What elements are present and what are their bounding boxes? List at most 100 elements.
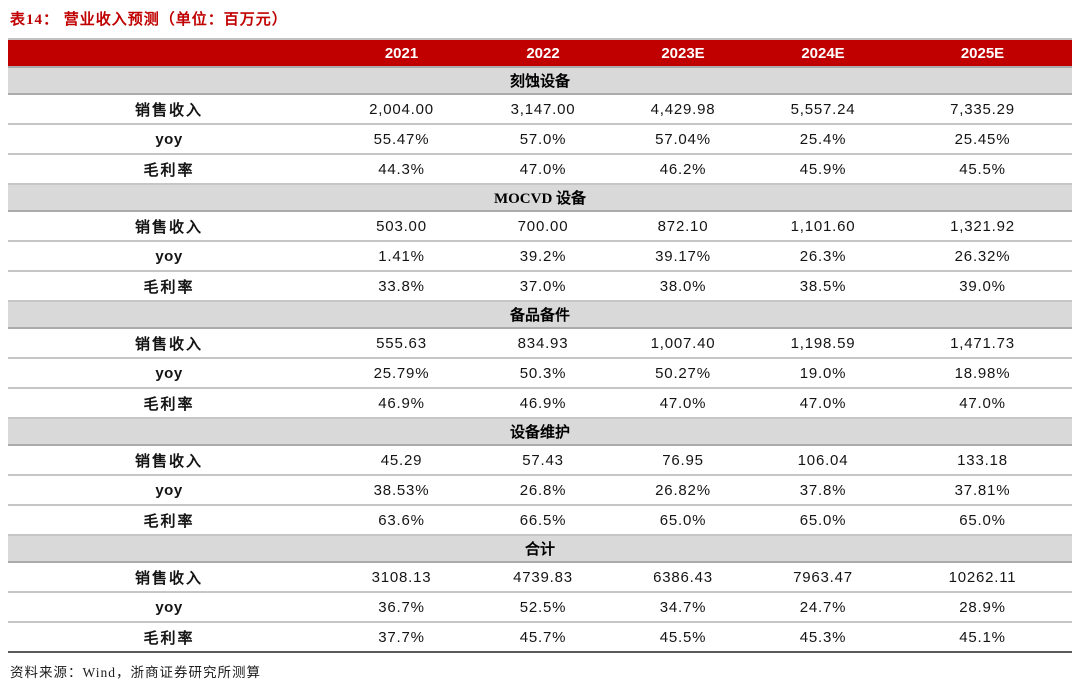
value-cell: 4,429.98: [613, 94, 753, 125]
column-header-2023E: 2023E: [661, 44, 705, 62]
row-label: 销售收入: [8, 445, 330, 476]
table-row: 毛利率 46.9% 46.9% 47.0% 47.0% 47.0%: [8, 388, 1072, 419]
value-cell: 38.0%: [613, 271, 753, 302]
value-cell: 1,321.92: [893, 211, 1072, 242]
value-cell: 65.0%: [753, 505, 893, 536]
section-row: 刻蚀设备: [8, 66, 1072, 95]
value-cell: 45.3%: [753, 622, 893, 653]
column-header-2022: 2022: [526, 44, 560, 62]
table-title: 表14： 营业收入预测（单位：百万元）: [10, 12, 288, 28]
value-cell: 76.95: [613, 445, 753, 476]
value-cell: 872.10: [613, 211, 753, 242]
table-row: 销售收入 2,004.00 3,147.00 4,429.98 5,557.24 7,33…: [8, 94, 1072, 125]
table-row: 销售收入 555.63 834.93 1,007.40 1,198.59 1,471.73: [8, 328, 1072, 359]
value-cell: 25.79%: [330, 358, 473, 389]
value-cell: 700.00: [473, 211, 613, 242]
value-cell: 26.8%: [473, 475, 613, 506]
column-header-2021: 2021: [384, 44, 419, 62]
row-label: 毛利率: [8, 271, 330, 302]
value-cell: 133.18: [893, 445, 1072, 476]
value-cell: 45.5%: [613, 622, 753, 653]
value-cell: 1,198.59: [753, 328, 893, 359]
value-cell: 36.7%: [330, 592, 473, 623]
value-cell: 26.32%: [893, 241, 1072, 272]
value-cell: 26.3%: [753, 241, 893, 272]
value-cell: 37.0%: [473, 271, 613, 302]
value-cell: 45.29: [330, 445, 473, 476]
value-cell: 1,471.73: [893, 328, 1072, 359]
table-row: yoy 25.79% 50.3% 50.27% 19.0% 18.98%: [8, 358, 1072, 389]
row-label: yoy: [8, 475, 330, 506]
value-cell: 45.5%: [893, 154, 1072, 185]
section-header-label: 设备维护: [8, 417, 1072, 446]
section-header-label: 备品备件: [8, 300, 1072, 329]
value-cell: 6386.43: [613, 562, 753, 593]
value-cell: 19.0%: [753, 358, 893, 389]
value-cell: 57.43: [473, 445, 613, 476]
row-label: 销售收入: [8, 94, 330, 125]
value-cell: 45.7%: [473, 622, 613, 653]
value-cell: 65.0%: [893, 505, 1072, 536]
row-label: 销售收入: [8, 562, 330, 593]
value-cell: 44.3%: [330, 154, 473, 185]
column-header-2024E: 2024E: [801, 44, 845, 62]
value-cell: 66.5%: [473, 505, 613, 536]
value-cell: 10262.11: [893, 562, 1072, 593]
value-cell: 37.8%: [753, 475, 893, 506]
value-cell: 24.7%: [753, 592, 893, 623]
value-cell: 50.3%: [473, 358, 613, 389]
value-cell: 33.8%: [330, 271, 473, 302]
value-cell: 18.98%: [893, 358, 1072, 389]
value-cell: 47.0%: [613, 388, 753, 419]
value-cell: 38.5%: [753, 271, 893, 302]
row-label: yoy: [8, 241, 330, 272]
section-header-label: 合计: [8, 534, 1072, 563]
section-header-label: 刻蚀设备: [8, 66, 1072, 95]
value-cell: 1,007.40: [613, 328, 753, 359]
value-cell: 46.9%: [473, 388, 613, 419]
table-row: 毛利率 63.6% 66.5% 65.0% 65.0% 65.0%: [8, 505, 1072, 536]
column-header-2025E: 2025E: [960, 44, 1005, 62]
row-label: 销售收入: [8, 328, 330, 359]
value-cell: 39.0%: [893, 271, 1072, 302]
section-row: MOCVD 设备: [8, 183, 1072, 212]
value-cell: 57.04%: [613, 124, 753, 155]
value-cell: 25.4%: [753, 124, 893, 155]
value-cell: 46.2%: [613, 154, 753, 185]
value-cell: 45.9%: [753, 154, 893, 185]
row-label: 毛利率: [8, 388, 330, 419]
value-cell: 37.81%: [893, 475, 1072, 506]
value-cell: 47.0%: [753, 388, 893, 419]
value-cell: 3,147.00: [473, 94, 613, 125]
value-cell: 57.0%: [473, 124, 613, 155]
value-cell: 39.17%: [613, 241, 753, 272]
value-cell: 1,101.60: [753, 211, 893, 242]
value-cell: 2,004.00: [330, 94, 473, 125]
row-label: yoy: [8, 358, 330, 389]
value-cell: 7963.47: [753, 562, 893, 593]
table-row: 毛利率 44.3% 47.0% 46.2% 45.9% 45.5%: [8, 154, 1072, 185]
table-row: yoy 1.41% 39.2% 39.17% 26.3% 26.32%: [8, 241, 1072, 272]
source-note: 资料来源：Wind，浙商证券研究所测算: [10, 665, 261, 680]
value-cell: 50.27%: [613, 358, 753, 389]
value-cell: 503.00: [330, 211, 473, 242]
table-row: 毛利率 33.8% 37.0% 38.0% 38.5% 39.0%: [8, 271, 1072, 302]
value-cell: 3108.13: [330, 562, 473, 593]
revenue-forecast-table: 2021 2022 2023E 2024E 2025E 刻蚀设备 销售收入 2,004.00…: [8, 38, 1072, 653]
forecast-table-body: 刻蚀设备 销售收入 2,004.00 3,147.00 4,429.98 5,557.24…: [8, 66, 1072, 653]
value-cell: 52.5%: [473, 592, 613, 623]
value-cell: 65.0%: [613, 505, 753, 536]
table-row: 销售收入 3108.13 4739.83 6386.43 7963.47 10262.11: [8, 562, 1072, 593]
row-label: 毛利率: [8, 154, 330, 185]
value-cell: 37.7%: [330, 622, 473, 653]
table-row: 销售收入 45.29 57.43 76.95 106.04 133.18: [8, 445, 1072, 476]
section-row: 设备维护: [8, 417, 1072, 446]
value-cell: 7,335.29: [893, 94, 1072, 125]
section-row: 备品备件: [8, 300, 1072, 329]
value-cell: 555.63: [330, 328, 473, 359]
table-row: yoy 36.7% 52.5% 34.7% 24.7% 28.9%: [8, 592, 1072, 623]
column-header-blank: [8, 39, 330, 67]
table-row: 销售收入 503.00 700.00 872.10 1,101.60 1,321.92: [8, 211, 1072, 242]
value-cell: 34.7%: [613, 592, 753, 623]
